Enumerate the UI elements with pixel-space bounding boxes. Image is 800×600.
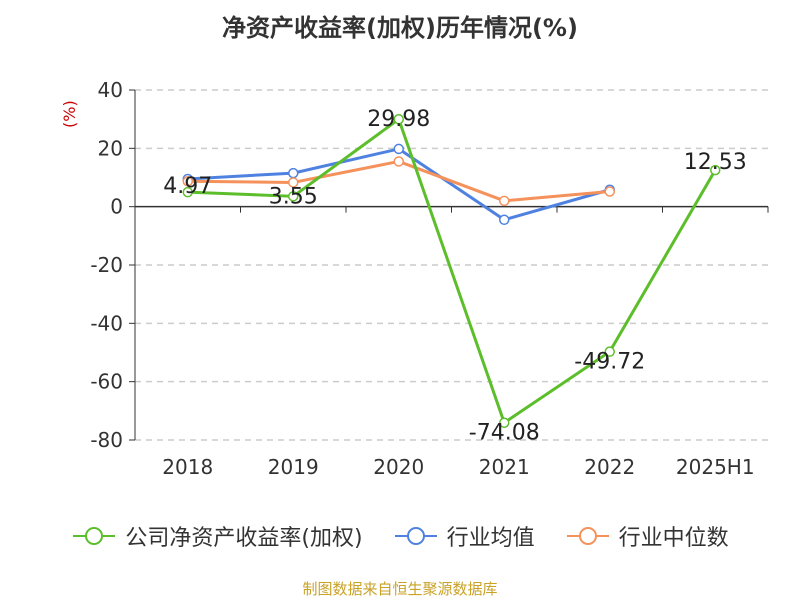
legend-label-industry-mean: 行业均值	[446, 526, 535, 551]
data-point	[182, 176, 193, 187]
data-point	[604, 186, 615, 197]
legend: 公司净资产收益率(加权) 行业均值 行业中位数	[0, 520, 800, 552]
data-point	[499, 214, 510, 226]
y-tick-label: -20	[90, 253, 123, 277]
data-point	[604, 346, 615, 357]
y-tick-label: 20	[98, 136, 123, 160]
data-label: 12.53	[684, 150, 747, 175]
chart-title: 净资产收益率(加权)历年情况(%)	[222, 14, 578, 42]
data-label: -49.72	[574, 350, 645, 375]
y-tick-label: 40	[98, 78, 123, 102]
legend-label-company: 公司净资产收益率(加权)	[125, 526, 363, 551]
legend-marker-company	[73, 527, 116, 545]
data-label: 3.55	[269, 184, 318, 209]
legend-marker-industry-median	[566, 527, 609, 545]
data-label: -74.08	[469, 421, 540, 446]
data-label: 29.98	[367, 107, 430, 132]
data-point	[710, 164, 721, 176]
y-tick-label: -40	[90, 311, 123, 335]
y-tick-label: -80	[90, 428, 123, 452]
y-tick-label: -60	[90, 370, 123, 394]
legend-marker-industry-mean	[394, 527, 437, 545]
data-point	[499, 417, 510, 428]
data-point	[393, 113, 404, 125]
legend-item-company[interactable]: 公司净资产收益率(加权)	[71, 520, 363, 552]
data-point	[182, 186, 193, 198]
data-label: 4.97	[163, 174, 212, 199]
x-tick-label: 2025H1	[676, 455, 755, 479]
y-tick-label: 0	[110, 195, 123, 219]
x-tick-label: 2020	[373, 455, 424, 479]
x-tick-label: 2021	[479, 455, 530, 479]
data-source: 制图数据来自恒生聚源数据库	[302, 580, 498, 598]
data-point	[288, 167, 299, 179]
data-point	[393, 143, 404, 155]
data-point	[393, 156, 404, 167]
data-point	[499, 195, 510, 207]
x-tick-label: 2019	[268, 455, 319, 479]
series-line-0	[187, 117, 717, 425]
data-point	[288, 191, 299, 202]
data-point	[288, 177, 299, 188]
x-tick-label: 2022	[584, 455, 635, 479]
legend-item-industry-mean[interactable]: 行业均值	[393, 520, 535, 552]
legend-label-industry-median: 行业中位数	[618, 526, 729, 551]
legend-item-industry-median[interactable]: 行业中位数	[565, 520, 729, 552]
x-tick-label: 2018	[162, 455, 213, 479]
